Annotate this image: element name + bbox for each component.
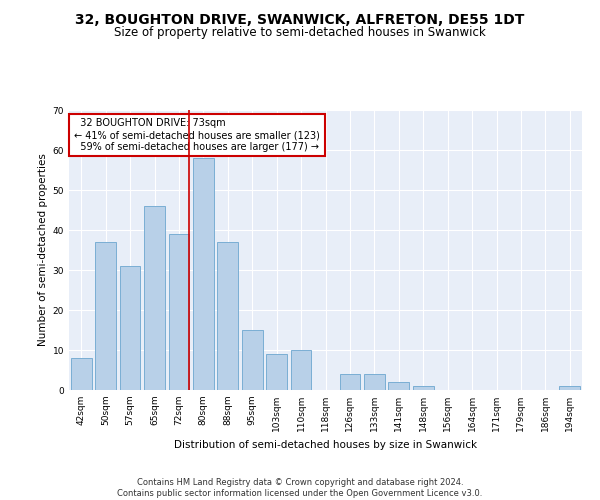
Text: Size of property relative to semi-detached houses in Swanwick: Size of property relative to semi-detach… xyxy=(114,26,486,39)
X-axis label: Distribution of semi-detached houses by size in Swanwick: Distribution of semi-detached houses by … xyxy=(174,440,477,450)
Text: 32, BOUGHTON DRIVE, SWANWICK, ALFRETON, DE55 1DT: 32, BOUGHTON DRIVE, SWANWICK, ALFRETON, … xyxy=(76,12,524,26)
Bar xyxy=(95,242,116,390)
Bar xyxy=(242,330,263,390)
Bar xyxy=(266,354,287,390)
Bar xyxy=(217,242,238,390)
Bar xyxy=(144,206,165,390)
Bar xyxy=(364,374,385,390)
Bar xyxy=(413,386,434,390)
Y-axis label: Number of semi-detached properties: Number of semi-detached properties xyxy=(38,154,49,346)
Bar xyxy=(169,234,190,390)
Text: 32 BOUGHTON DRIVE: 73sqm
← 41% of semi-detached houses are smaller (123)
  59% o: 32 BOUGHTON DRIVE: 73sqm ← 41% of semi-d… xyxy=(74,118,320,152)
Bar xyxy=(193,158,214,390)
Bar xyxy=(559,386,580,390)
Bar xyxy=(388,382,409,390)
Bar xyxy=(340,374,361,390)
Bar xyxy=(71,358,92,390)
Bar xyxy=(119,266,140,390)
Bar xyxy=(290,350,311,390)
Text: Contains HM Land Registry data © Crown copyright and database right 2024.
Contai: Contains HM Land Registry data © Crown c… xyxy=(118,478,482,498)
